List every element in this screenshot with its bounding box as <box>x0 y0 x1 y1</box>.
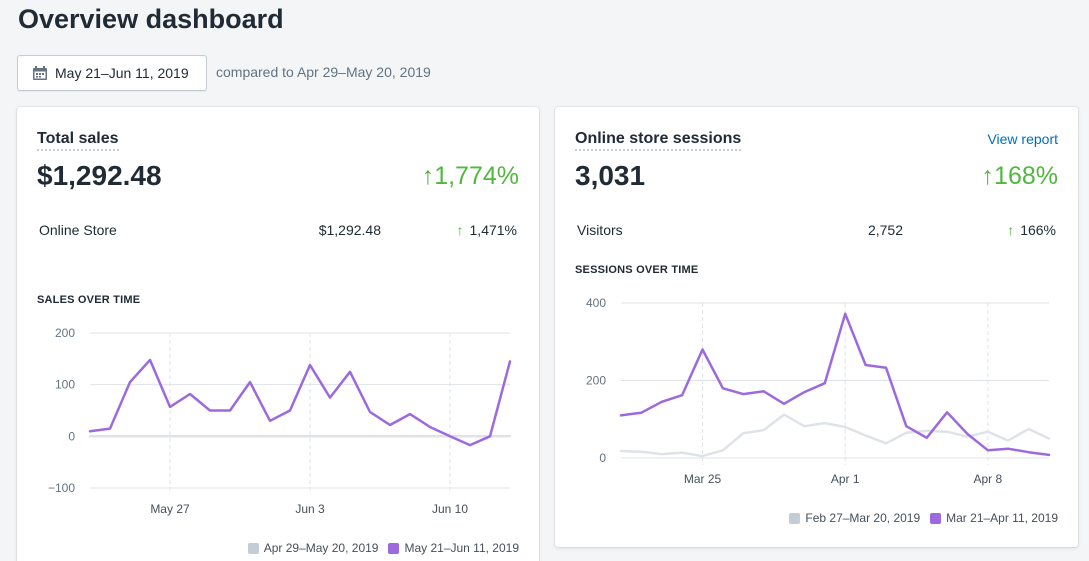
total-sales-value: $1,292.48 <box>37 160 162 191</box>
legend-label: Mar 21–Apr 11, 2019 <box>946 511 1058 525</box>
y-tick-label: −100 <box>48 481 75 495</box>
online-store-sessions-title[interactable]: Online store sessions <box>575 130 742 151</box>
online-store-sessions-card: Online store sessions View report 3,031 … <box>555 107 1078 547</box>
arrow-up-icon: ↑ <box>456 222 464 238</box>
current-period-line <box>619 312 1051 457</box>
sales-over-time-chart: 200 100 0 −100 May 27 Jun 3 Jun 10 <box>48 326 512 516</box>
legend-swatch <box>388 542 400 554</box>
legend-swatch <box>930 512 942 524</box>
current-period-line <box>88 358 512 447</box>
y-tick-label: 100 <box>55 378 75 392</box>
legend-swatch <box>789 512 801 524</box>
y-tick-label: 0 <box>68 429 75 443</box>
calendar-icon <box>33 66 47 80</box>
visitors-change-value: 166% <box>1020 222 1056 238</box>
sessions-legend: Feb 27–Mar 20, 2019 Mar 21–Apr 11, 2019 <box>779 511 1058 525</box>
sessions-change: ↑168% <box>981 162 1058 190</box>
legend-item[interactable]: Feb 27–Mar 20, 2019 <box>789 511 920 525</box>
x-tick-label: Jun 10 <box>432 502 468 516</box>
y-tick-label: 200 <box>55 326 75 340</box>
legend-swatch <box>247 542 259 554</box>
sessions-over-time-heading: SESSIONS OVER TIME <box>575 264 699 276</box>
x-tick-label: May 27 <box>150 502 190 516</box>
view-report-link[interactable]: View report <box>987 131 1058 147</box>
y-tick-label: 0 <box>599 451 606 465</box>
legend-item[interactable]: Apr 29–May 20, 2019 <box>247 541 379 555</box>
date-range-label: May 21–Jun 11, 2019 <box>55 65 189 81</box>
total-sales-title[interactable]: Total sales <box>37 130 119 151</box>
y-tick-label: 200 <box>586 374 606 388</box>
x-tick-label: Apr 1 <box>831 472 860 486</box>
x-tick-label: Jun 3 <box>295 502 325 516</box>
visitors-change: ↑ 166% <box>1007 222 1056 238</box>
online-store-value: $1,292.48 <box>318 222 381 238</box>
total-sales-change: ↑1,774% <box>421 162 519 190</box>
arrow-up-icon: ↑ <box>1007 222 1015 238</box>
legend-label: Feb 27–Mar 20, 2019 <box>805 511 921 525</box>
sessions-value: 3,031 <box>575 160 646 191</box>
online-store-change-value: 1,471% <box>469 222 517 238</box>
legend-label: May 21–Jun 11, 2019 <box>404 541 519 555</box>
legend-item[interactable]: May 21–Jun 11, 2019 <box>388 541 519 555</box>
date-range-button[interactable]: May 21–Jun 11, 2019 <box>17 55 207 91</box>
x-tick-label: Mar 25 <box>684 472 722 486</box>
page-title: Overview dashboard <box>18 4 284 34</box>
previous-period-line <box>619 413 1051 458</box>
legend-item[interactable]: Mar 21–Apr 11, 2019 <box>930 511 1058 525</box>
visitors-value: 2,752 <box>867 222 903 238</box>
sales-legend: Apr 29–May 20, 2019 May 21–Jun 11, 2019 <box>238 541 519 555</box>
visitors-label: Visitors <box>577 222 623 238</box>
y-tick-label: 400 <box>586 296 606 310</box>
sessions-over-time-chart: 400 200 0 Mar 25 Apr 1 Apr 8 <box>586 296 1051 486</box>
total-sales-card: Total sales $1,292.48 ↑1,774% Online Sto… <box>17 107 539 561</box>
comparison-text: compared to Apr 29–May 20, 2019 <box>216 64 431 80</box>
legend-label: Apr 29–May 20, 2019 <box>263 541 379 555</box>
x-tick-label: Apr 8 <box>974 472 1003 486</box>
sales-over-time-heading: SALES OVER TIME <box>37 294 141 306</box>
online-store-change: ↑ 1,471% <box>457 222 517 238</box>
online-store-label: Online Store <box>39 222 117 238</box>
